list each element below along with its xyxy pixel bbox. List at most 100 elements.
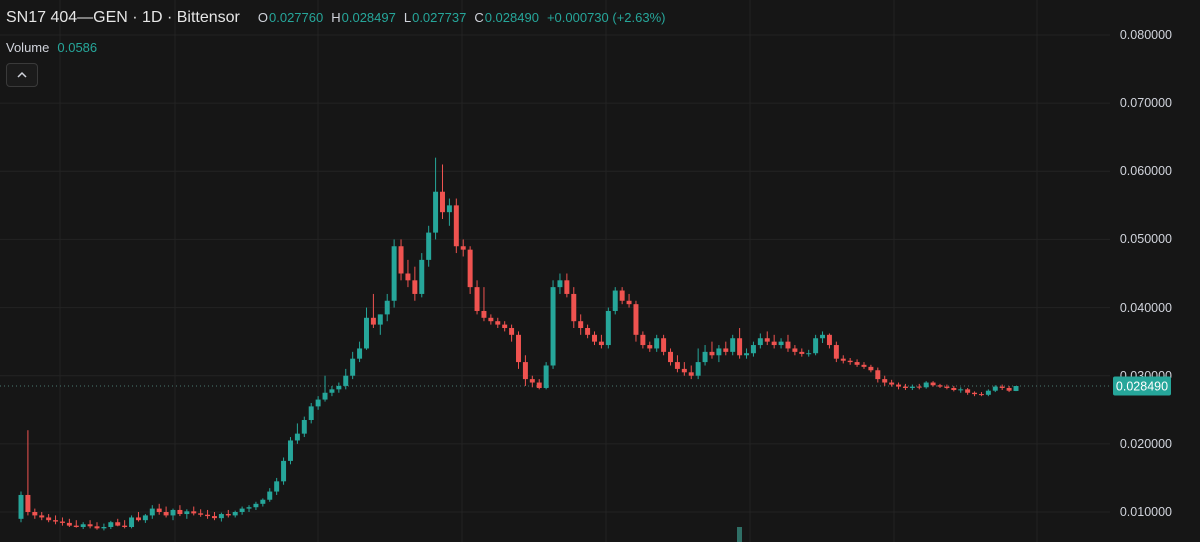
candle-body <box>398 246 404 274</box>
candle-body <box>198 513 204 515</box>
y-axis-tick-label: 0.040000 <box>1119 300 1172 315</box>
candle-body <box>695 362 701 376</box>
candle-body <box>744 353 750 356</box>
candle-body <box>826 334 832 346</box>
candle-body <box>764 338 770 342</box>
candle-body <box>163 512 169 516</box>
candle-body <box>737 338 743 356</box>
candle-body <box>39 515 45 518</box>
candle-body <box>626 300 632 305</box>
candle-body <box>882 379 888 383</box>
candle-body <box>854 362 860 365</box>
candle-body <box>370 317 376 325</box>
last-price-tag: 0.028490 <box>1113 376 1171 396</box>
candle-body <box>350 358 356 376</box>
candle-body <box>550 287 556 366</box>
change-value: +0.000730 (+2.63%) <box>546 10 666 25</box>
candle-body <box>87 524 93 527</box>
candle-body <box>668 351 674 363</box>
candle-body <box>232 512 238 516</box>
candle-body <box>702 351 708 363</box>
candle-body <box>716 348 722 356</box>
candle-body <box>536 382 542 388</box>
candle-body <box>453 205 459 247</box>
chart-grid <box>0 0 1110 542</box>
candle-body <box>287 440 293 461</box>
candle-body <box>985 390 991 395</box>
candle-body <box>578 321 584 329</box>
candle-body <box>66 522 72 526</box>
candle-body <box>681 368 687 373</box>
candle-body <box>426 232 432 260</box>
candle-body <box>889 382 895 385</box>
candle-body <box>516 334 521 363</box>
candle-body <box>757 338 763 346</box>
candle-body <box>488 317 494 322</box>
candle-body <box>896 384 902 387</box>
candle-body <box>557 280 563 288</box>
candle-body <box>688 372 694 376</box>
candle-body <box>709 351 715 356</box>
candle-body <box>992 386 998 391</box>
candle-body <box>122 525 128 527</box>
candle-body <box>820 334 826 339</box>
collapse-legend-button[interactable] <box>6 63 38 87</box>
candle-body <box>218 514 224 519</box>
candle-body <box>412 280 418 294</box>
candle-body <box>564 280 570 294</box>
candle-body <box>999 386 1005 388</box>
candle-body <box>930 382 936 386</box>
candle-body <box>46 517 52 521</box>
volume-label[interactable]: Volume <box>6 40 50 55</box>
candle-body <box>633 304 639 335</box>
open-label: O <box>257 10 268 25</box>
candle-body <box>1013 386 1019 391</box>
candle-body <box>923 382 929 388</box>
candle-body <box>129 517 135 527</box>
volume-value: 0.0586 <box>57 40 98 55</box>
candle-body <box>543 365 549 388</box>
candle-body <box>833 345 839 359</box>
candle-body <box>156 508 162 512</box>
close-label: C <box>474 10 484 25</box>
high-value: 0.028497 <box>341 10 396 25</box>
candle-body <box>522 362 528 380</box>
candle-body <box>322 392 328 400</box>
candle-body <box>944 386 950 388</box>
candle-body <box>433 191 439 233</box>
y-axis-tick-label: 0.010000 <box>1119 505 1172 519</box>
candle-body <box>674 362 680 369</box>
candle-body <box>18 494 24 519</box>
volume-bars <box>737 527 742 542</box>
candle-body <box>481 310 487 318</box>
candle-body <box>909 386 915 388</box>
candle-body <box>647 345 653 349</box>
candle-body <box>598 341 604 346</box>
candle-body <box>446 205 452 213</box>
candle-body <box>868 366 874 371</box>
candle-body <box>661 338 667 352</box>
candle-body <box>260 499 266 504</box>
candle-body <box>474 287 480 311</box>
candle-body <box>1006 387 1012 391</box>
candle-body <box>723 348 729 352</box>
candle-body <box>585 328 591 335</box>
candlesticks <box>18 157 1019 531</box>
low-value: 0.027737 <box>412 10 467 25</box>
candle-body <box>792 348 798 352</box>
candle-body <box>612 290 618 311</box>
candle-body <box>978 394 984 396</box>
candle-body <box>363 317 369 349</box>
candle-body <box>343 375 349 386</box>
candle-body <box>308 406 314 421</box>
candle-body <box>357 348 363 359</box>
candle-body <box>730 338 736 352</box>
candle-body <box>785 341 791 349</box>
candle-body <box>965 389 971 393</box>
candle-body <box>861 364 867 367</box>
candle-body <box>640 334 646 346</box>
candle-body <box>958 389 964 391</box>
symbol-title[interactable]: SN17 404—GEN · 1D · Bittensor <box>6 9 240 26</box>
candle-body <box>170 509 176 516</box>
